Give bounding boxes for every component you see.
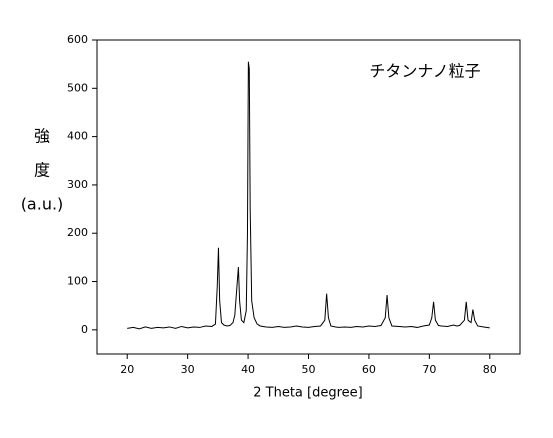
y-tick-label: 400 bbox=[67, 130, 88, 143]
data-line bbox=[127, 61, 490, 330]
annotation: チタンナノ粒子 bbox=[369, 62, 480, 81]
x-tick-label: 20 bbox=[120, 363, 134, 376]
x-tick-label: 70 bbox=[422, 363, 436, 376]
y-tick-label: 200 bbox=[67, 226, 88, 239]
y-axis-label: (a.u.) bbox=[21, 195, 64, 214]
x-tick-label: 40 bbox=[241, 363, 255, 376]
x-tick-label: 50 bbox=[302, 363, 316, 376]
y-axis-label: 強 bbox=[34, 127, 50, 146]
y-tick-label: 100 bbox=[67, 275, 88, 288]
x-tick-label: 80 bbox=[483, 363, 497, 376]
y-tick-label: 500 bbox=[67, 81, 88, 94]
plot-frame bbox=[96, 39, 521, 355]
x-tick-label: 30 bbox=[181, 363, 195, 376]
y-axis-label: 度 bbox=[34, 161, 50, 180]
y-tick-label: 300 bbox=[67, 178, 88, 191]
x-tick-label: 60 bbox=[362, 363, 376, 376]
x-axis-label: 2 Theta [degree] bbox=[253, 386, 362, 401]
y-tick-label: 0 bbox=[81, 323, 88, 336]
y-tick-label: 600 bbox=[67, 33, 88, 46]
